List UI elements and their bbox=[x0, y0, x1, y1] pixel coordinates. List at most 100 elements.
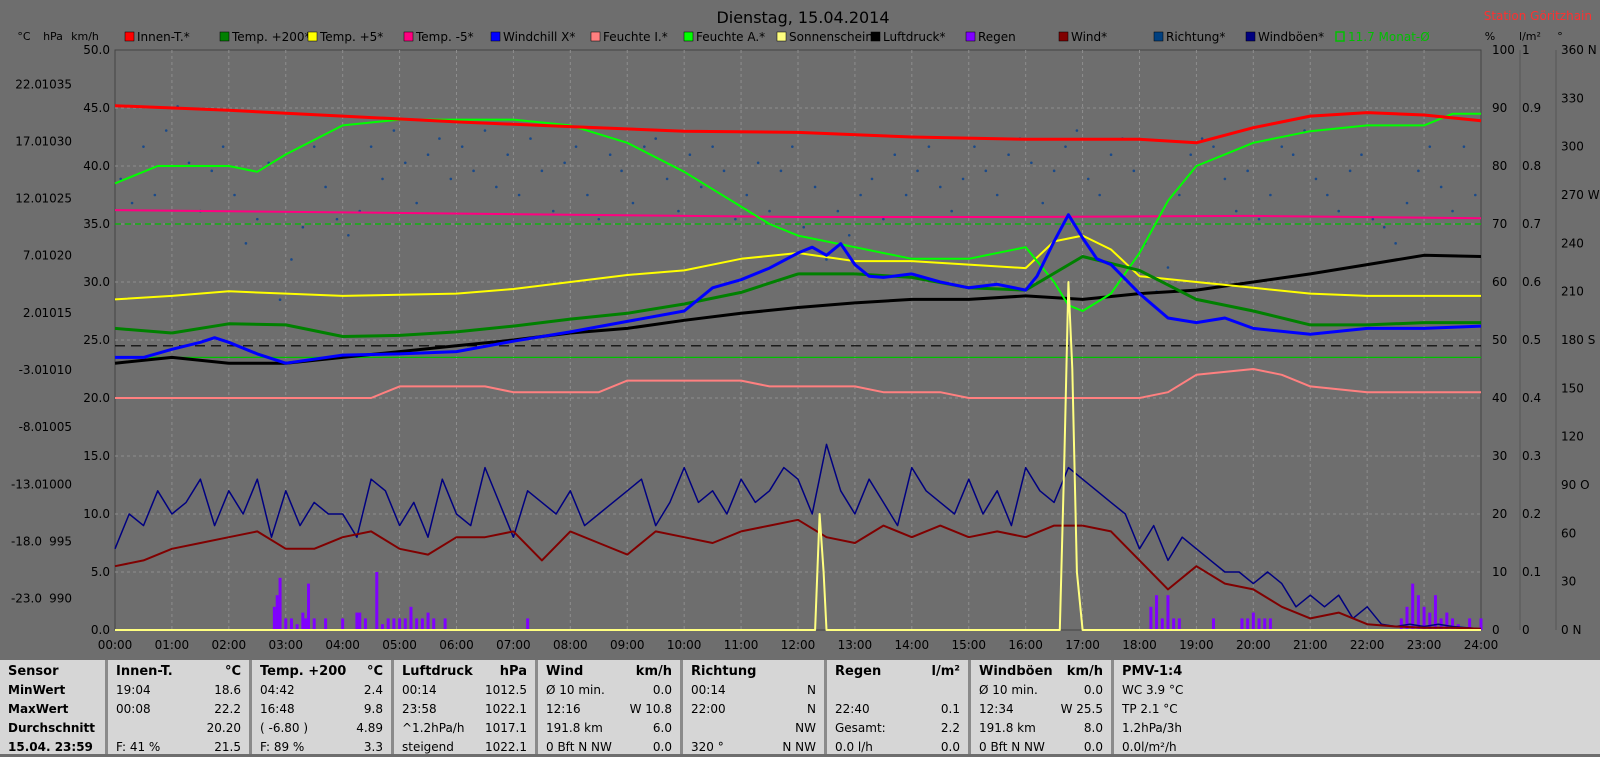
regen-max-time: 22:40 bbox=[835, 702, 870, 716]
hpa-tick-label: 1025 bbox=[41, 192, 72, 206]
direction-point bbox=[278, 298, 282, 302]
rain-bar bbox=[432, 618, 436, 630]
temp200-header: Temp. +200 bbox=[260, 664, 347, 679]
direction-point bbox=[1405, 201, 1409, 205]
legend-label: Regen bbox=[978, 30, 1016, 44]
legend-item: Richtung* bbox=[1153, 30, 1225, 44]
wind-max-value: W 10.8 bbox=[629, 702, 672, 716]
rain-bar bbox=[1399, 618, 1403, 630]
legend-item: Temp. +200* bbox=[219, 30, 311, 44]
direction-point bbox=[517, 193, 521, 197]
x-tick-label: 09:00 bbox=[610, 638, 645, 652]
direction-point bbox=[608, 153, 612, 157]
celsius-tick-label: -23.0 bbox=[11, 592, 42, 606]
wind-max-time: 12:16 bbox=[546, 702, 581, 716]
percent-tick-label: 90 bbox=[1492, 101, 1507, 115]
legend-item: Sonnenschein bbox=[776, 30, 873, 44]
wind-avg-value: 6.0 bbox=[652, 721, 672, 735]
innen-column: Innen-T. °C 19:04 18.6 00:08 22.2 20.20 F: … bbox=[108, 660, 252, 754]
direction-point bbox=[882, 217, 885, 221]
direction-point bbox=[381, 177, 384, 181]
rain-bar bbox=[1177, 618, 1181, 630]
direction-point bbox=[438, 137, 441, 140]
rain-bar bbox=[358, 612, 362, 630]
rain-bar bbox=[381, 624, 385, 630]
direction-point bbox=[415, 201, 418, 205]
temp200-max-value: 9.8 bbox=[363, 702, 383, 716]
direction-point bbox=[1417, 169, 1420, 173]
percent-tick-label: 60 bbox=[1492, 275, 1507, 289]
regen-unit: l/m² bbox=[931, 664, 960, 679]
kmh-tick-label: 45.0 bbox=[83, 101, 110, 115]
rain-bar bbox=[301, 612, 305, 630]
wind-current: 0.0 bbox=[652, 740, 672, 754]
direction-point bbox=[460, 145, 464, 148]
x-tick-label: 15:00 bbox=[951, 638, 986, 652]
x-tick-label: 17:00 bbox=[1065, 638, 1100, 652]
direction-point bbox=[1462, 145, 1466, 148]
series-line-luftdruck- bbox=[114, 253, 1482, 365]
luftdruck-unit: hPa bbox=[499, 664, 527, 679]
x-tick-label: 16:00 bbox=[1008, 638, 1043, 652]
direction-point bbox=[813, 185, 817, 189]
direction-point bbox=[984, 169, 988, 173]
direction-tick-label: 330 bbox=[1561, 91, 1584, 105]
percent-tick-label: 10 bbox=[1492, 565, 1507, 579]
direction-point bbox=[1382, 225, 1386, 229]
hpa-tick-label: 1030 bbox=[41, 134, 72, 148]
x-tick-label: 05:00 bbox=[382, 638, 417, 652]
direction-point bbox=[392, 129, 396, 132]
direction-point bbox=[1326, 193, 1329, 197]
celsius-tick-label: 22.0 bbox=[15, 77, 42, 91]
luftdruck-max-value: 1022.1 bbox=[485, 702, 527, 716]
x-tick-label: 08:00 bbox=[553, 638, 588, 652]
direction-point bbox=[1178, 193, 1181, 197]
rain-bar bbox=[409, 606, 413, 630]
rain-tick-label: 0.9 bbox=[1522, 101, 1541, 115]
direction-point bbox=[1223, 177, 1227, 181]
direction-point bbox=[768, 209, 771, 213]
innen-max-value: 22.2 bbox=[214, 702, 241, 716]
pmv-dewpoint: TP 2.1 °C bbox=[1122, 702, 1178, 716]
windboeen-bft: 0 Bft N NW bbox=[979, 740, 1045, 754]
legend-item: Temp. +5* bbox=[307, 30, 383, 44]
direction-point bbox=[244, 242, 248, 245]
rain-bar bbox=[398, 618, 402, 630]
rain-bar bbox=[1416, 595, 1420, 630]
direction-point bbox=[290, 258, 293, 261]
legend-item: Feuchte I.* bbox=[590, 30, 668, 44]
direction-point bbox=[950, 209, 953, 213]
rain-tick-label: 0 bbox=[1522, 623, 1530, 637]
direction-point bbox=[1212, 145, 1215, 148]
kmh-tick-label: 25.0 bbox=[83, 333, 110, 347]
legend-item: Regen bbox=[965, 30, 1016, 44]
kmh-tick-label: 20.0 bbox=[83, 391, 110, 405]
direction-tick-label: 270 W bbox=[1561, 188, 1600, 202]
rain-tick-label: 0.1 bbox=[1522, 565, 1541, 579]
direction-point bbox=[506, 153, 510, 157]
direction-point bbox=[426, 153, 430, 157]
richtung-degrees: 320 ° bbox=[691, 740, 724, 754]
celsius-tick-label: 2.0 bbox=[23, 306, 42, 320]
rain-bar bbox=[443, 618, 447, 630]
direction-point bbox=[836, 209, 840, 213]
direction-point bbox=[1257, 217, 1261, 221]
rain-bar bbox=[386, 618, 390, 630]
richtung-current: N NW bbox=[782, 740, 816, 754]
legend-swatch bbox=[124, 31, 135, 42]
max-label: MaxWert bbox=[8, 702, 69, 716]
rain-bar bbox=[1468, 618, 1472, 630]
series-line-feuchte-a- bbox=[114, 112, 1481, 312]
direction-point bbox=[631, 201, 635, 205]
direction-point bbox=[210, 169, 214, 173]
legend-swatch bbox=[683, 31, 694, 42]
direction-point bbox=[916, 169, 919, 173]
wind-header: Wind bbox=[546, 664, 584, 679]
x-tick-label: 10:00 bbox=[667, 638, 702, 652]
rain-bar bbox=[272, 606, 276, 630]
legend-label: Feuchte A.* bbox=[696, 30, 765, 44]
kmh-tick-label: 35.0 bbox=[83, 217, 110, 231]
percent-tick-label: 0 bbox=[1492, 623, 1500, 637]
x-tick-label: 11:00 bbox=[724, 638, 759, 652]
x-tick-label: 02:00 bbox=[212, 638, 247, 652]
